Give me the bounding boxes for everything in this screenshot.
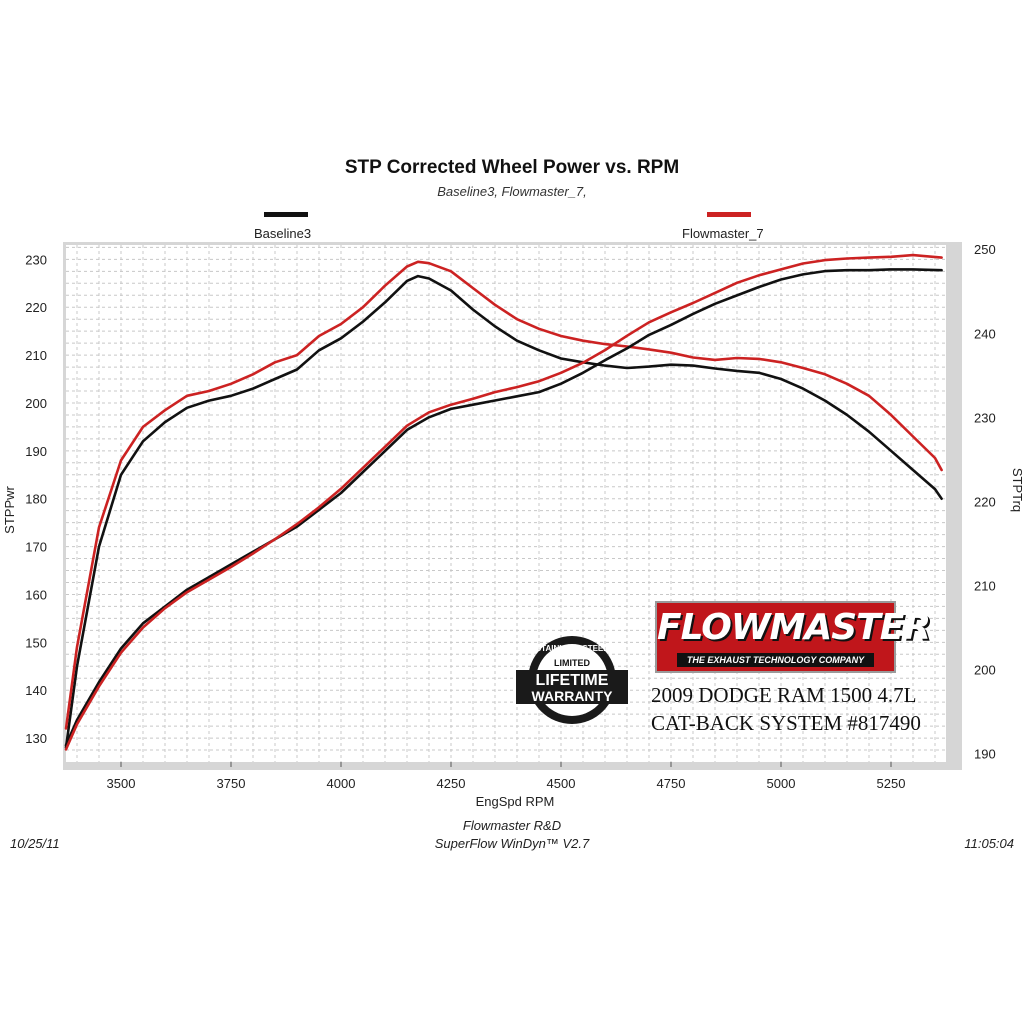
x-tick-label: 4000 [327,776,356,791]
series-line-baseline3-stppwr [64,274,943,749]
y-right-tick-label: 190 [974,747,996,762]
warranty-badge: STAINLESS STEEL LIMITED LIFETIME WARRANT… [514,634,630,726]
flowmaster-logo: FLOWMASTER THE EXHAUST TECHNOLOGY COMPAN… [655,601,931,673]
badge-text-warranty: WARRANTY [532,688,614,704]
series-line-flowmaster-7-stptrq [64,253,943,751]
y-right-tick-label: 250 [974,242,996,257]
grid-layer [66,245,946,762]
vehicle-label: 2009 DODGE RAM 1500 4.7L [651,683,917,707]
y-right-axis-label: STPTrq [1010,468,1024,512]
y-left-tick-label: 200 [25,396,47,411]
y-left-tick-label: 190 [25,444,47,459]
x-tick-label: 4750 [657,776,686,791]
y-right-tick-label: 210 [974,578,996,593]
y-left-tick-label: 140 [25,683,47,698]
series-line-flowmaster-7-stppwr [64,260,943,730]
chart-title: STP Corrected Wheel Power vs. RPM [344,157,680,178]
legend-label-baseline3: Baseline3 [254,226,312,241]
y-left-tick-label: 150 [25,635,47,650]
y-right-tick-label: 200 [974,663,996,678]
x-tick-label: 5250 [877,776,906,791]
y-left-tick-label: 170 [25,540,47,555]
x-tick-label: 3750 [217,776,246,791]
legend-label-flowmaster7: Flowmaster_7 [682,226,764,241]
y-left-tick-label: 220 [25,300,47,315]
footer-date: 10/25/11 [10,836,60,851]
x-tick-label: 3500 [107,776,136,791]
footer-lab: Flowmaster R&D [462,818,562,833]
footer-software: SuperFlow WinDyn™ V2.7 [434,836,590,851]
legend-swatch-baseline3 [264,212,308,217]
y-left-tick-label: 130 [25,731,47,746]
system-label: CAT-BACK SYSTEM #817490 [651,711,921,735]
x-tick-label: 4500 [547,776,576,791]
y-left-tick-label: 210 [25,348,47,363]
series-line-baseline3-stptrq [64,268,943,747]
logo-wordmark: FLOWMASTER [657,607,931,648]
y-left-tick-label: 230 [25,252,47,267]
footer-time: 11:05:04 [964,836,1014,851]
x-tick-label: 4250 [437,776,466,791]
warranty-badge-banner [516,670,628,704]
badge-text-steel: STAINLESS STEEL [536,644,608,653]
x-tick-label: 5000 [767,776,796,791]
y-right-tick-label: 230 [974,410,996,425]
logo-tagline: THE EXHAUST TECHNOLOGY COMPANY [677,653,874,667]
x-axis-label: EngSpd RPM [476,794,555,809]
y-right-tick-label: 240 [974,326,996,341]
badge-text-limited: LIMITED [554,658,590,668]
y-left-tick-label: 180 [25,492,47,507]
y-left-tick-label: 160 [25,587,47,602]
series-layer [64,253,943,751]
y-left-axis-label: STPPwr [2,485,17,533]
legend-swatch-flowmaster7 [707,212,751,217]
axis-layer: 3500 3750 4000 4250 4500 4750 5000 5250 130 140 15… [2,242,1024,809]
chart-subtitle: Baseline3, Flowmaster_7, [437,184,587,199]
badge-text-lifetime: LIFETIME [536,672,609,689]
y-right-tick-label: 220 [974,494,996,509]
